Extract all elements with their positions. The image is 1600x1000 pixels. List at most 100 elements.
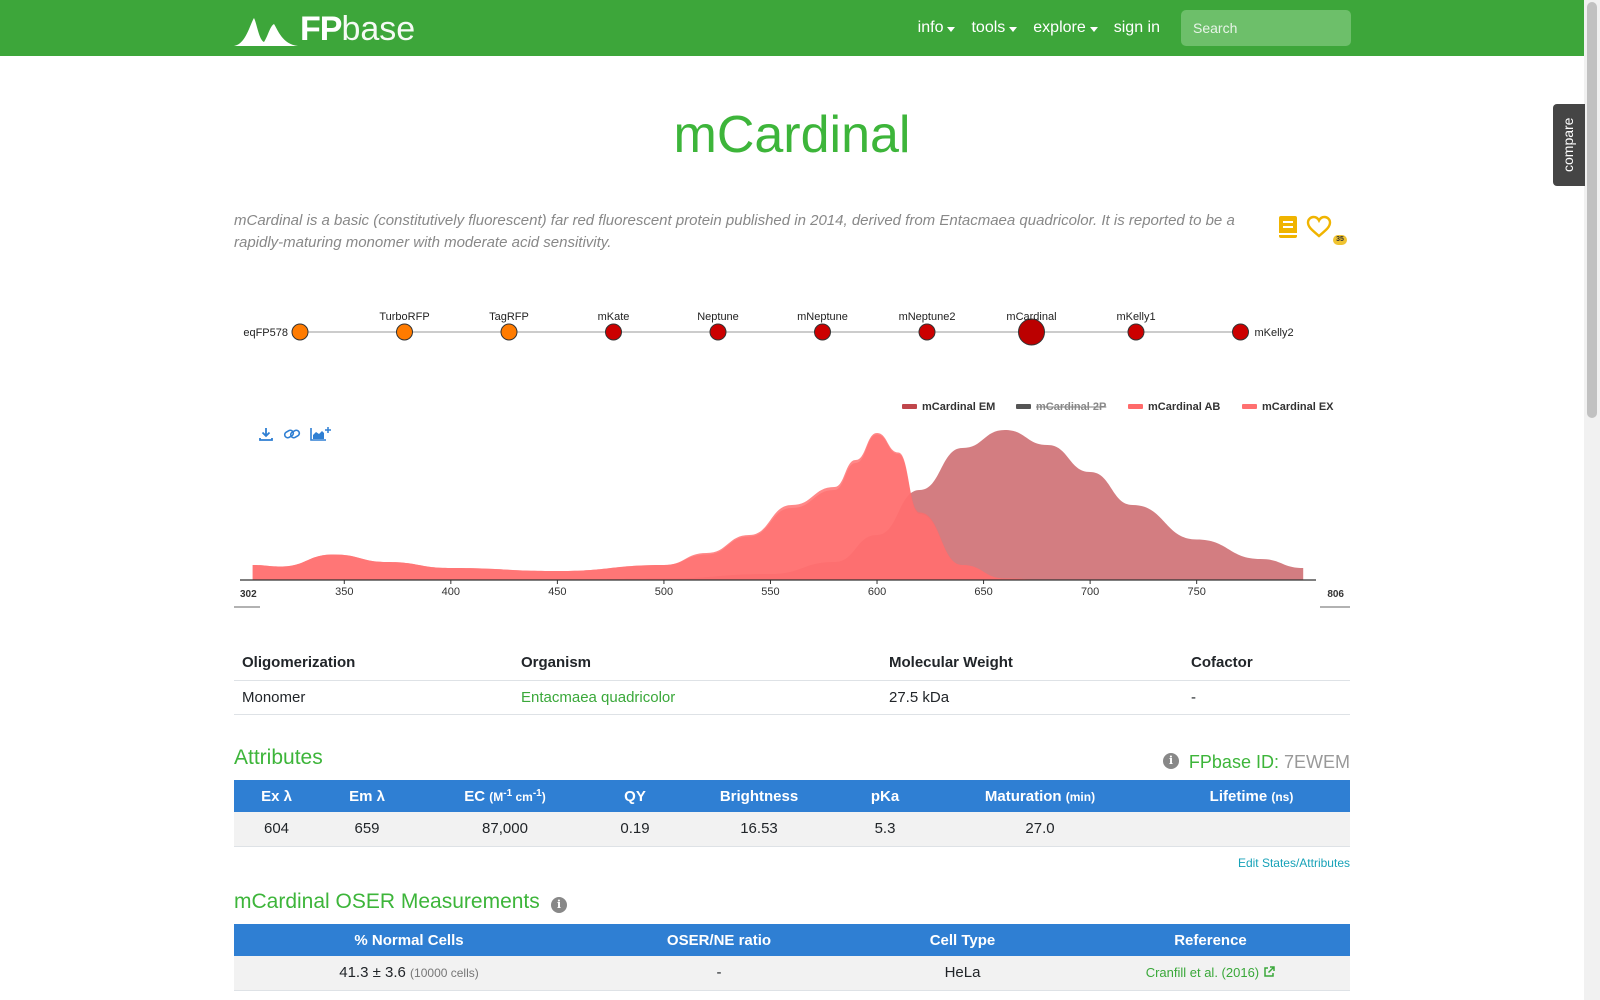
legend-item[interactable]: mCardinal EX — [1242, 401, 1334, 413]
header-em-label: Em λ — [349, 787, 385, 805]
info-icon[interactable]: i — [1163, 753, 1179, 769]
header-ex-label: Ex λ — [261, 787, 292, 805]
header-qy-label: QY — [624, 787, 646, 805]
reference-cell: Cranfill et al. (2016) — [1071, 956, 1350, 991]
header-normal-cells: % Normal Cells — [234, 924, 584, 956]
header-ec-label: EC — [464, 787, 486, 805]
cell-type-value: HeLa — [854, 956, 1071, 991]
lineage-node[interactable] — [1127, 323, 1145, 341]
organism-link[interactable]: Entacmaea quadricolor — [521, 688, 676, 706]
nav-tools[interactable]: tools — [971, 19, 1018, 37]
add-spectra-icon[interactable] — [310, 426, 332, 447]
compare-tab[interactable]: compare — [1553, 104, 1585, 186]
lineage-node-label[interactable]: mNeptune2 — [899, 311, 956, 323]
nav-sign-in[interactable]: sign in — [1114, 19, 1160, 37]
lineage-node-label[interactable]: Neptune — [697, 311, 739, 323]
lineage-node-label[interactable]: mKate — [598, 311, 630, 323]
fpbase-id: FPbase ID: 7EWEM — [1189, 752, 1350, 773]
x-tick-label: 350 — [335, 586, 353, 598]
ex-value: 604 — [234, 812, 319, 847]
brightness-value: 16.53 — [675, 812, 843, 847]
reference-link[interactable]: Cranfill et al. (2016) — [1145, 965, 1260, 981]
legend-swatch — [1128, 404, 1143, 409]
header-pka-label: pKa — [870, 787, 900, 805]
oser-ratio-value: - — [584, 956, 854, 991]
spectra-chart: 350 400 450 500 550 600 650 700 750 302 806 mCardin… — [230, 400, 1350, 620]
logo-base-text: base — [341, 10, 416, 48]
header-lifetime: Lifetime (ns) — [1153, 780, 1350, 812]
download-icon[interactable] — [258, 426, 274, 447]
lineage-node-label[interactable]: TurboRFP — [379, 311, 429, 323]
legend-label: mCardinal EM — [922, 401, 995, 413]
fpbase-id-label: FPbase ID: — [1188, 752, 1279, 772]
lineage-node[interactable] — [291, 323, 309, 341]
legend-item[interactable]: mCardinal EM — [902, 401, 995, 413]
pka-value: 5.3 — [843, 812, 927, 847]
fpbase-logo[interactable]: FP base — [234, 10, 415, 46]
x-tick-label: 700 — [1081, 586, 1099, 598]
lineage-node-label[interactable]: TagRFP — [489, 311, 529, 323]
lineage-node[interactable] — [918, 323, 936, 341]
header-brightness: Brightness — [675, 780, 843, 812]
header-em: Em λ — [319, 780, 415, 812]
header-molecular-weight: Molecular Weight — [881, 646, 1183, 681]
legend-item[interactable]: mCardinal 2P — [1016, 401, 1106, 413]
organism-cell: Entacmaea quadricolor — [513, 680, 881, 715]
header-reference: Reference — [1071, 924, 1350, 956]
lineage-node-label[interactable]: mKelly2 — [1255, 327, 1294, 339]
x-max-handle-label[interactable]: 806 — [1327, 589, 1344, 600]
page-scrollbar[interactable] — [1584, 0, 1600, 1000]
lineage-node[interactable] — [709, 323, 727, 341]
lineage-tree: eqFP578 TurboRFP TagRFP mKate Neptune mNeptun… — [234, 300, 1350, 360]
maturation-value: 27.0 — [927, 812, 1153, 847]
lineage-node[interactable] — [1232, 323, 1249, 341]
header-brightness-label: Brightness — [719, 787, 799, 805]
normal-cells-cell: 41.3 ± 3.6 (10000 cells) — [234, 956, 584, 991]
logo-fp-text: FP — [300, 10, 342, 48]
header-lifetime-unit: (ns) — [1271, 789, 1294, 804]
header-organism: Organism — [513, 646, 881, 681]
nav-explore-label: explore — [1033, 19, 1086, 36]
legend-swatch — [1242, 404, 1257, 409]
external-link-icon[interactable] — [1263, 966, 1276, 978]
nav-info[interactable]: info — [918, 19, 956, 37]
oligomerization-value: Monomer — [234, 680, 513, 715]
link-icon[interactable] — [283, 426, 301, 447]
nav-explore[interactable]: explore — [1033, 19, 1098, 37]
table-header-row: Ex λ Em λ EC (M-1 cm-1) QY Brightness pK… — [234, 780, 1350, 812]
lineage-node-label[interactable]: eqFP578 — [243, 327, 288, 339]
scrollbar-thumb[interactable] — [1587, 2, 1597, 418]
edit-states-link[interactable]: Edit States/Attributes — [1237, 856, 1350, 870]
normal-cells-value: 41.3 ± 3.6 — [339, 964, 406, 982]
em-value: 659 — [319, 812, 415, 847]
chevron-down-icon — [1009, 26, 1018, 32]
info-icon[interactable]: i — [551, 897, 567, 913]
nav-info-label: info — [917, 19, 944, 36]
legend-item[interactable]: mCardinal AB — [1128, 401, 1220, 413]
lineage-node[interactable] — [605, 323, 622, 341]
x-tick-label: 550 — [761, 586, 779, 598]
nav-sign-in-label: sign in — [1113, 19, 1160, 36]
logo-peak-icon — [234, 18, 298, 46]
lineage-node[interactable] — [814, 323, 831, 341]
heart-icon[interactable] — [1306, 215, 1332, 244]
oser-heading: mCardinal OSER Measurements — [234, 890, 540, 913]
chevron-down-icon — [1089, 26, 1098, 32]
molecular-weight-value: 27.5 kDa — [881, 680, 1183, 715]
x-tick-label: 400 — [442, 586, 460, 598]
lineage-node[interactable] — [500, 323, 518, 341]
x-min-handle-label[interactable]: 302 — [240, 589, 257, 600]
book-icon[interactable] — [1278, 215, 1298, 244]
lineage-node[interactable] — [396, 323, 413, 341]
lineage-node-label[interactable]: mNeptune — [797, 311, 848, 323]
lineage-node-label[interactable]: mCardinal — [1006, 311, 1056, 323]
attributes-table: Ex λ Em λ EC (M-1 cm-1) QY Brightness pK… — [234, 780, 1350, 847]
search-input[interactable] — [1181, 10, 1351, 46]
header-ex: Ex λ — [234, 780, 319, 812]
header-qy: QY — [595, 780, 675, 812]
lineage-node-label[interactable]: mKelly1 — [1116, 311, 1155, 323]
nav-menu: info tools explore sign in — [902, 0, 1160, 56]
attributes-heading: Attributes — [234, 746, 323, 769]
table-row: 604 659 87,000 0.19 16.53 5.3 27.0 — [234, 812, 1350, 847]
lineage-node[interactable] — [1018, 318, 1045, 346]
